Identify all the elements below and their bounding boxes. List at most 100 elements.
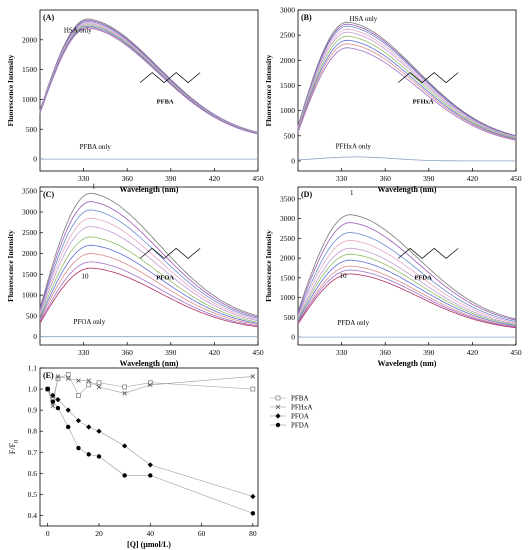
data-point — [122, 443, 128, 449]
series-pfhxa: PFHxA — [45, 374, 312, 412]
spectrum-curve-4 — [297, 28, 517, 138]
y-tick-label: 0.8 — [28, 427, 38, 436]
spectrum-curve-4 — [39, 217, 259, 320]
y-tick-label: 0 — [33, 155, 37, 164]
molecule-name: PFDA — [414, 274, 432, 281]
spectrum-curve-6 — [39, 24, 259, 134]
panel-letter: (B) — [301, 13, 312, 22]
x-tick-label: 360 — [380, 348, 392, 357]
data-point — [76, 378, 81, 383]
panel-letter: (C) — [43, 190, 54, 199]
spectrum-curves — [297, 214, 517, 329]
y-tick-label: 2000 — [280, 254, 295, 263]
x-tick-label: 420 — [467, 174, 479, 183]
molecule-name: PFBA — [157, 99, 174, 106]
spectrum-curve-4 — [39, 22, 259, 134]
data-point — [250, 374, 256, 379]
molecule-name: PFOA — [156, 274, 174, 281]
panel-1: 330 360 390 420 450 0 500 1000 1500 2000 (A) Wavele… — [6, 9, 264, 194]
data-point — [65, 371, 71, 377]
x-axis-label: Wavelength (nm) — [378, 185, 437, 194]
spectrum-curve-6 — [297, 35, 517, 139]
y-tick-label: 500 — [26, 311, 38, 320]
data-point — [148, 473, 153, 478]
data-point — [250, 493, 256, 500]
annotation-label: HSA only — [64, 27, 92, 35]
panel-4: 330 360 390 420 450 0 500 1000 1500 2000 2500 3000 3… — [264, 186, 522, 368]
carbon-chain — [139, 247, 201, 259]
spectrum-curve-2 — [39, 201, 259, 318]
y-tick-label: 0.6 — [28, 469, 38, 478]
panel-5: 0 20 40 60 80 0.4 0.5 0.6 0.7 0.8 0.9 1.0 1.1 (E) [Q] … — [8, 364, 312, 550]
y-tick-label: 500 — [284, 313, 296, 322]
y-tick-label: 1500 — [22, 65, 37, 74]
data-point — [96, 454, 102, 459]
spectrum-curve-7 — [39, 25, 259, 135]
y-tick-label: 500 — [26, 125, 38, 134]
spectrum-curves — [39, 192, 259, 328]
spectrum-curve-3 — [39, 209, 259, 319]
x-tick-label: 450 — [252, 174, 264, 183]
data-point — [275, 422, 281, 428]
panel-letter: (A) — [43, 13, 54, 22]
data-point — [65, 376, 71, 381]
x-tick-label: 390 — [165, 348, 177, 357]
y-tick-label: 500 — [284, 131, 296, 140]
x-tick-label: 420 — [209, 348, 221, 357]
y-axis-label: F/F0 — [8, 440, 20, 454]
data-point — [122, 390, 127, 396]
y-axis-label: Fluorescence Intensity — [6, 230, 15, 302]
molecule-structure: PFDA — [397, 247, 459, 281]
x-axis-label: Wavelength (nm) — [120, 359, 179, 368]
panel-letter: (E) — [43, 371, 54, 380]
data-point — [50, 403, 56, 409]
data-point — [45, 386, 50, 392]
x-axis-label: [Q] (µmol/L) — [127, 540, 171, 549]
data-point — [55, 397, 61, 403]
x-tick-label: 390 — [165, 174, 177, 183]
y-axis-label: Fluorescence Intensity — [264, 54, 273, 126]
y-tick-label: 2000 — [22, 249, 37, 258]
x-tick-label: 420 — [467, 348, 479, 357]
spectrum-curve-5 — [297, 247, 517, 325]
spectrum-curve-3 — [297, 231, 517, 322]
x-tick-label: 330 — [336, 174, 348, 183]
data-point — [96, 380, 102, 386]
data-point — [86, 378, 92, 383]
annotation-label: PFOA only — [74, 318, 106, 326]
annotation-label: 10 — [82, 272, 90, 280]
x-tick-label: 390 — [423, 348, 435, 357]
x-tick-label: 360 — [380, 174, 392, 183]
y-axis-label: Fluorescence Intensity — [264, 230, 273, 302]
x-tick-label: 330 — [78, 174, 90, 183]
x-tick-label: 330 — [336, 348, 348, 357]
y-tick-label: 0.4 — [28, 511, 38, 520]
spectrum-curve-9 — [297, 47, 517, 141]
panel-3: 330 360 390 420 450 0 500 1000 1500 2000 2500 3000 3… — [6, 183, 264, 368]
legend-label: PFDA — [291, 422, 309, 430]
quencher-only-curve — [297, 156, 516, 162]
data-point — [76, 393, 81, 398]
data-point — [275, 395, 281, 401]
x-tick-label: 360 — [122, 174, 134, 183]
data-point — [55, 374, 61, 379]
annotation-label: 10 — [340, 272, 348, 280]
spectrum-curve-3 — [297, 25, 517, 137]
y-tick-label: 0 — [33, 332, 37, 341]
spectrum-curve-5 — [39, 226, 259, 322]
y-tick-label: 3000 — [280, 6, 295, 15]
y-tick-label: 1.1 — [28, 364, 38, 373]
molecule-structure: PFHxA — [397, 72, 459, 106]
series-line — [47, 373, 253, 401]
series-line — [47, 376, 253, 406]
spectrum-curve-9 — [39, 261, 259, 327]
y-tick-label: 1500 — [280, 81, 295, 90]
carbon-chain — [139, 72, 201, 84]
x-tick-label: 390 — [423, 174, 435, 183]
y-tick-label: 1000 — [280, 106, 295, 115]
y-tick-label: 1500 — [22, 270, 37, 279]
x-tick-label: 450 — [252, 348, 264, 357]
x-tick-label: 0 — [46, 529, 50, 538]
y-tick-label: 3500 — [22, 187, 37, 196]
data-point — [250, 511, 256, 516]
